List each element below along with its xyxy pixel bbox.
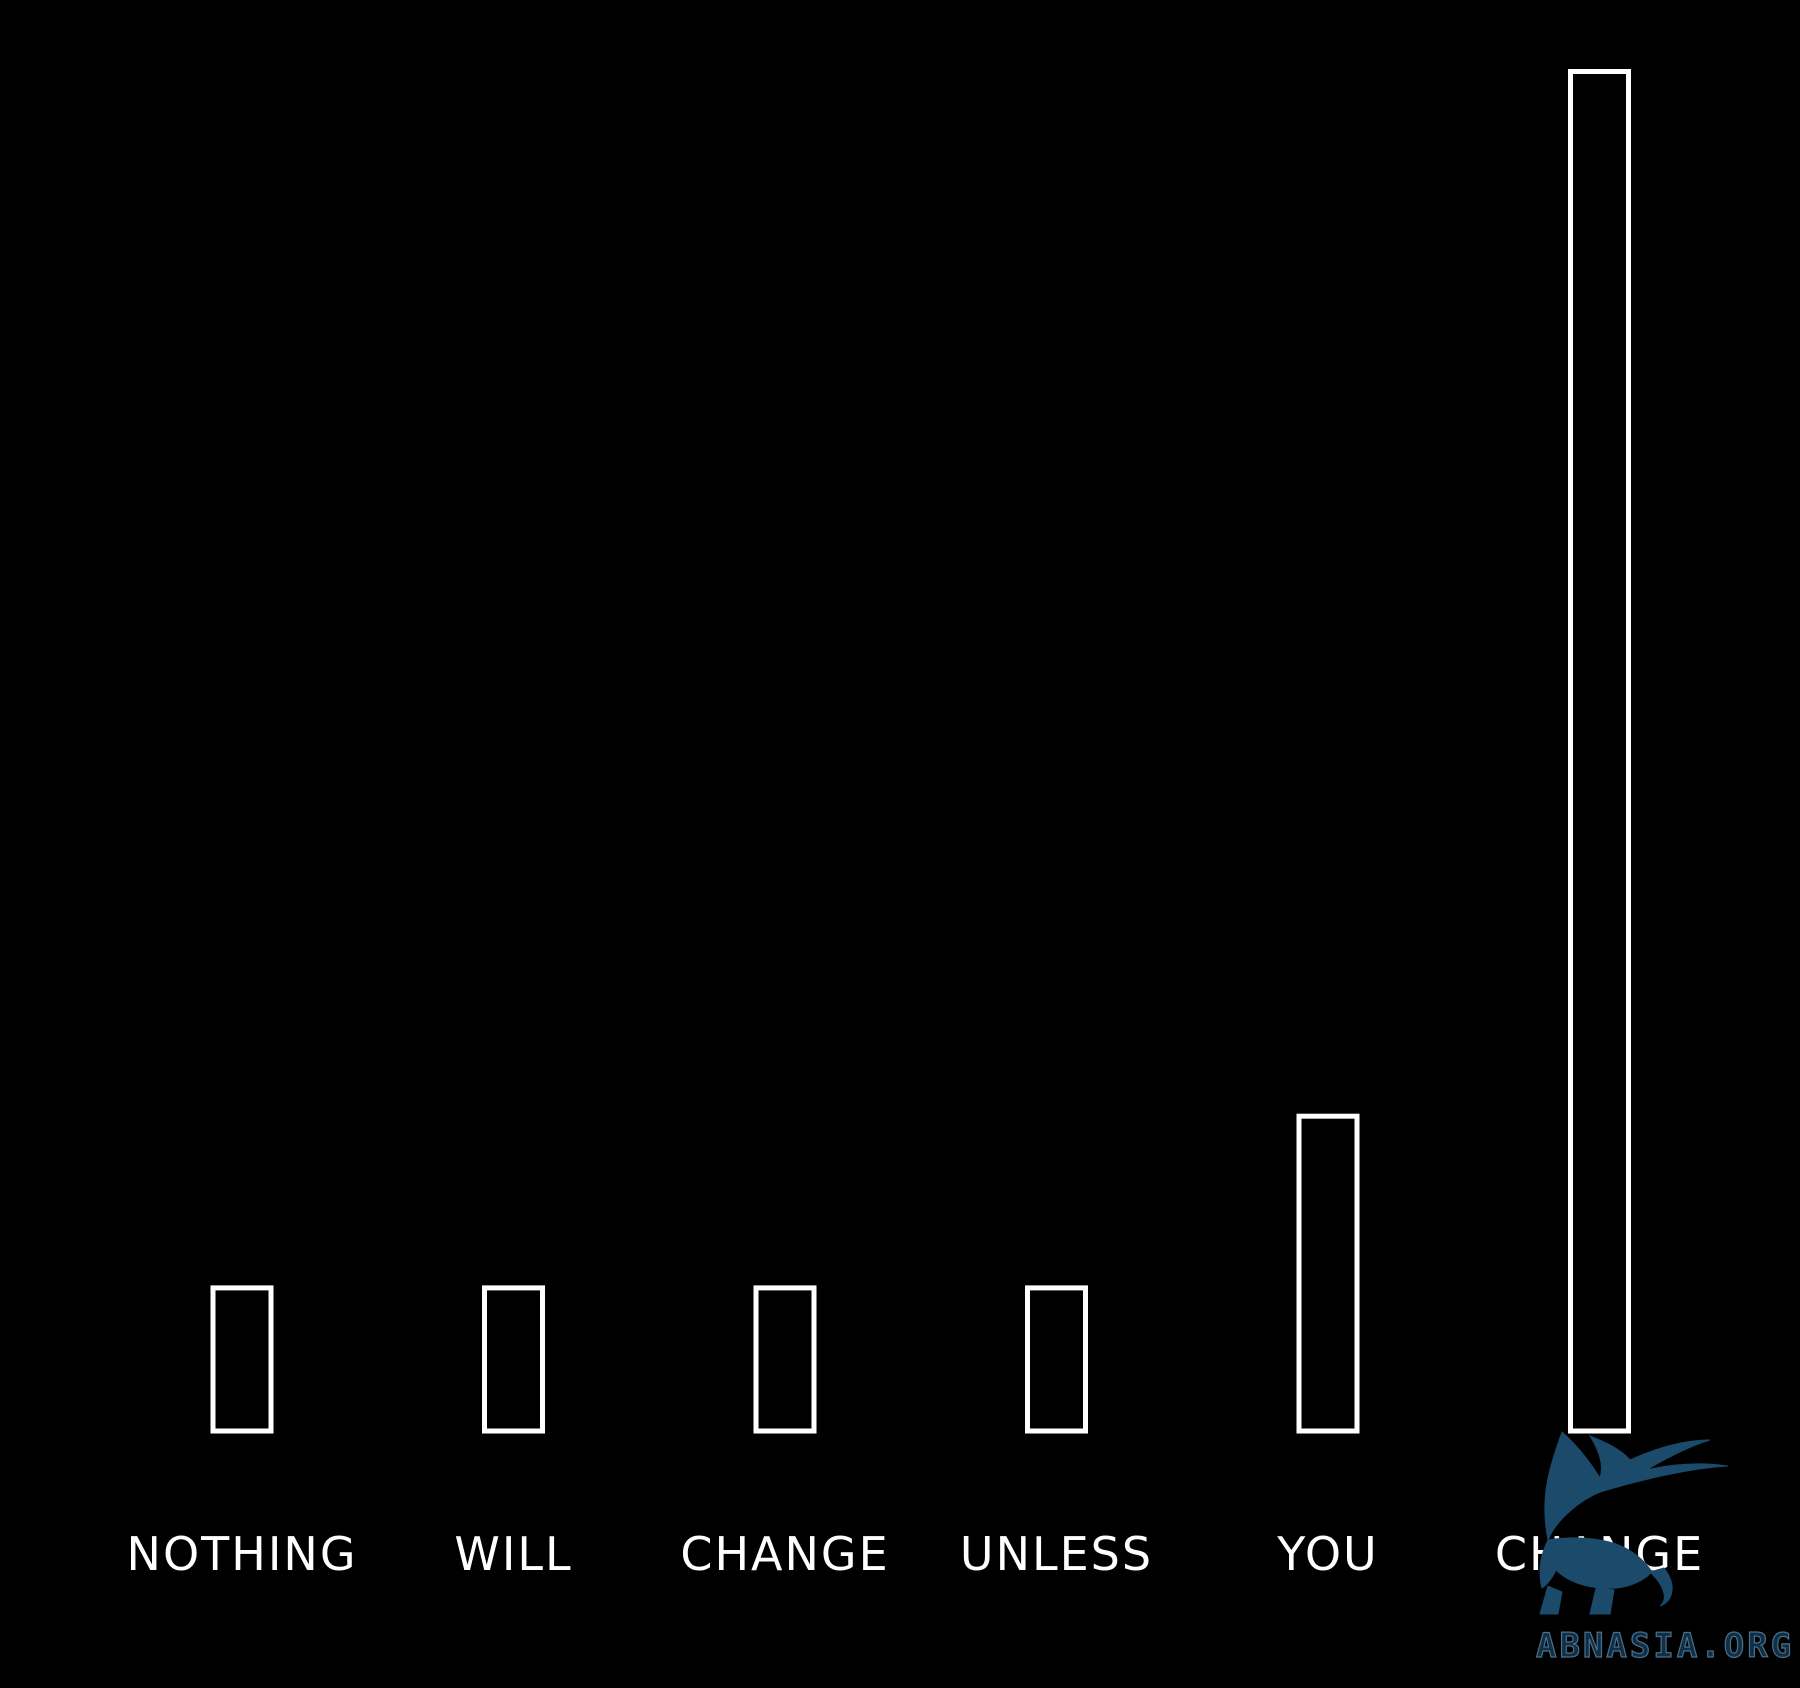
bars-group [210,69,1631,1434]
category-label-1: NOTHING [127,1527,358,1581]
category-label-3: CHANGE [680,1527,889,1581]
bar-6 [1568,69,1631,1434]
category-labels-group: NOTHINGWILLCHANGEUNLESSYOUCHANGE [127,1527,1703,1581]
bar-1 [210,1285,274,1434]
bar-2 [482,1285,545,1434]
category-label-2: WILL [454,1527,572,1581]
bar-3 [753,1285,817,1434]
category-label-4: UNLESS [960,1527,1153,1581]
watermark: ABNASIA.ORG [1535,1431,1794,1667]
watermark-text: ABNASIA.ORG [1536,1626,1794,1666]
bar-5 [1296,1113,1360,1434]
bar-4 [1025,1285,1088,1434]
griffin-logo-icon [1539,1431,1729,1615]
category-label-5: YOU [1276,1527,1378,1581]
